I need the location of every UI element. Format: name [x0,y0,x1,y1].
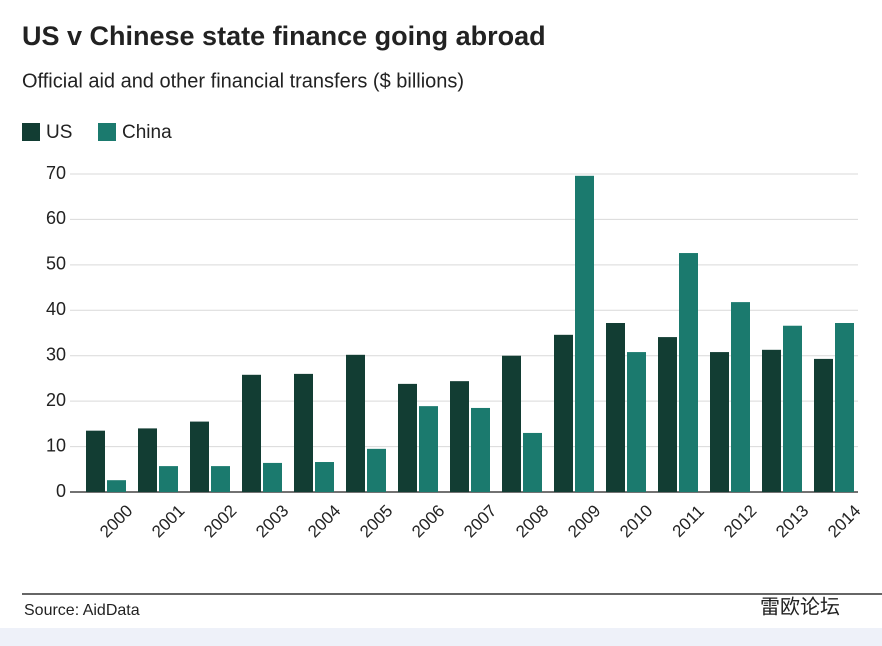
x-tick-label: 2007 [460,501,500,541]
y-tick-label: 30 [46,344,66,364]
bar [86,430,105,492]
chart-title: US v Chinese state finance going abroad [22,21,546,51]
x-tick-label: 2005 [356,501,396,541]
bar [263,462,282,492]
x-tick-label: 2013 [772,501,812,541]
bar [731,302,750,492]
bar [138,428,157,492]
bar [398,383,417,492]
bar [762,349,781,492]
bar [315,462,334,492]
watermark: 雷欧论坛 [760,595,840,618]
source: Source: AidData [24,602,140,619]
x-tick-label: 2002 [200,501,240,541]
y-tick-label: 10 [46,435,66,455]
bar [554,334,573,492]
legend-swatch [22,123,40,141]
x-tick-label: 2014 [824,501,864,541]
bar [814,358,833,492]
bar [190,421,209,492]
bar [242,374,261,492]
bar [346,354,365,492]
legend-label: China [122,122,172,143]
bar [294,373,313,492]
y-tick-label: 50 [46,254,66,274]
x-tick-label: 2004 [304,501,344,541]
bar [710,352,729,492]
bar [502,355,521,492]
x-tick-label: 2011 [669,502,708,541]
x-tick-label: 2012 [720,501,760,541]
bar [211,466,230,492]
x-tick-label: 2010 [616,501,656,541]
bar [107,480,126,492]
x-tick-label: 2006 [408,501,448,541]
y-tick-label: 20 [46,390,66,410]
y-tick-label: 60 [46,208,66,228]
bar [835,323,854,492]
bar [679,253,698,492]
x-tick-label: 2009 [564,501,604,541]
legend-swatch [98,123,116,141]
y-tick-label: 70 [46,163,66,183]
y-tick-label: 40 [46,299,66,319]
bar [783,325,802,492]
bar [367,448,386,492]
x-tick-label: 2008 [512,501,552,541]
bar [471,407,490,492]
chart-subtitle: Official aid and other financial transfe… [22,70,464,92]
y-tick-label: 0 [56,481,66,501]
bar [450,381,469,492]
legend-label: US [46,122,72,143]
bar [606,323,625,492]
bar [658,337,677,492]
bar [627,352,646,492]
bar [419,406,438,492]
footer-band [0,628,882,646]
bar [159,466,178,492]
x-tick-label: 2003 [252,501,292,541]
bar [575,175,594,492]
x-tick-label: 2000 [96,501,136,541]
bar [523,432,542,492]
x-tick-label: 2001 [148,501,188,541]
